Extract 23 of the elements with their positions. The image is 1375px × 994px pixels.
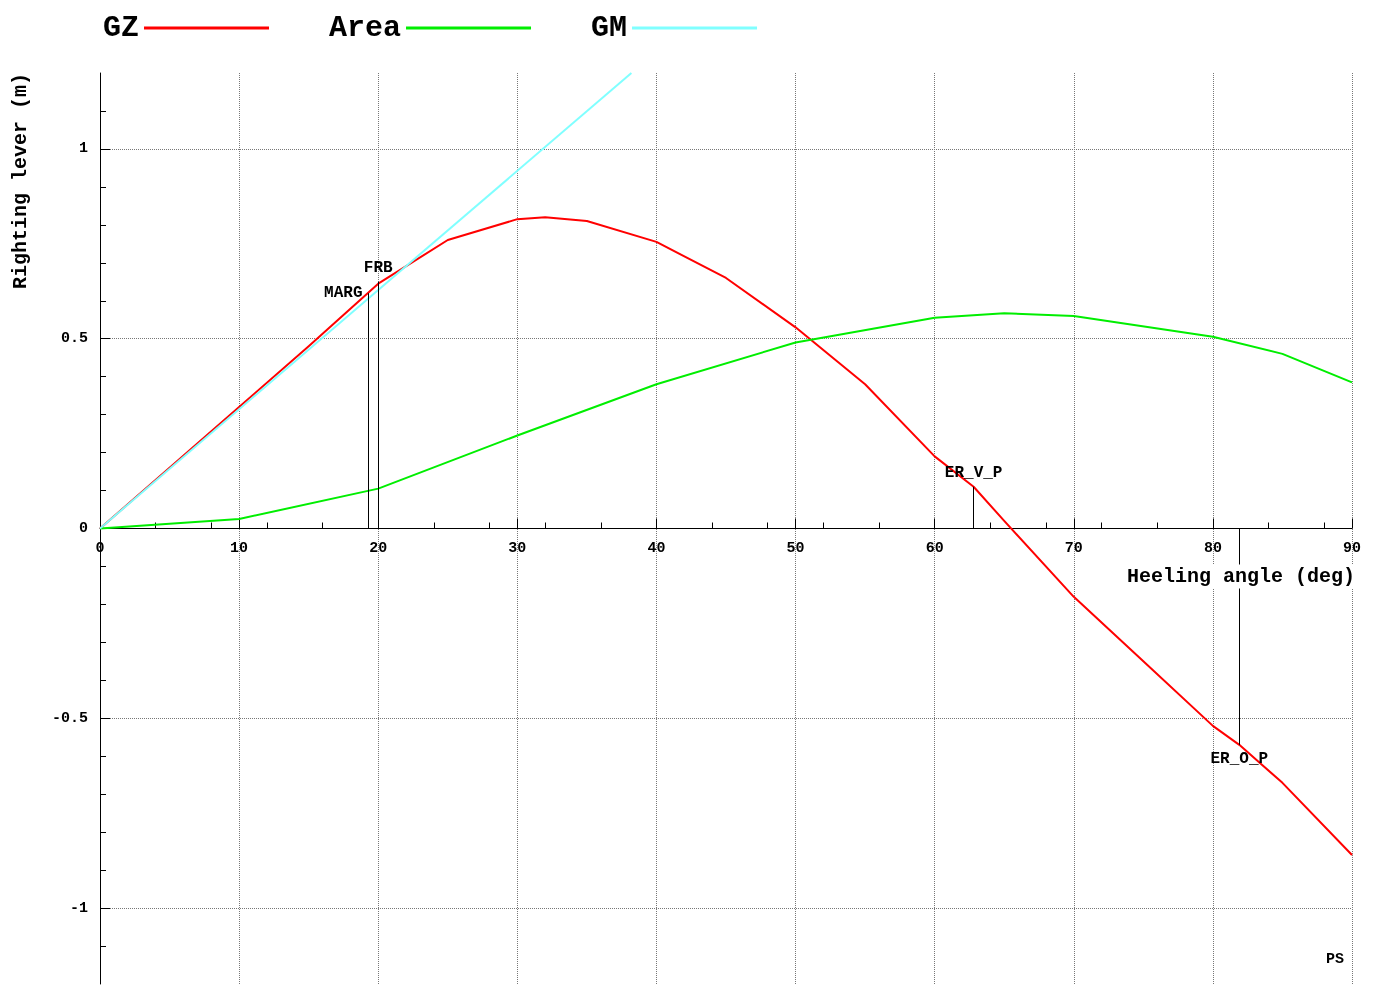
x-tick-label: 80 [1203, 539, 1222, 557]
y-tick-label: 0.5 [60, 330, 88, 348]
x-tick-label: 40 [647, 539, 666, 557]
annotation: PS [1326, 951, 1345, 968]
x-axis-title: Heeling angle (deg) [1126, 565, 1356, 588]
annotation: FRB [363, 258, 394, 277]
x-tick-label: 90 [1342, 539, 1362, 557]
annotation: MARG [324, 284, 363, 303]
legend-label: GZ [102, 11, 140, 45]
y-tick-label: 1 [78, 140, 88, 158]
x-tick-label: 70 [1064, 539, 1083, 557]
x-tick-label: 10 [230, 539, 249, 557]
x-tick-label: 30 [508, 539, 527, 557]
y-tick-label: -1 [69, 899, 88, 917]
legend-label: Area [329, 11, 402, 45]
y-tick-label: 0 [78, 520, 88, 537]
y-axis-title: Righting lever (m) [8, 73, 32, 290]
x-tick-label: 60 [925, 539, 944, 557]
legend-label: GM [591, 11, 628, 45]
x-tick-label: 50 [786, 539, 805, 557]
line-series [99, 312, 1353, 530]
x-tick-label: 20 [369, 539, 388, 557]
y-tick-label: -0.5 [51, 709, 88, 727]
